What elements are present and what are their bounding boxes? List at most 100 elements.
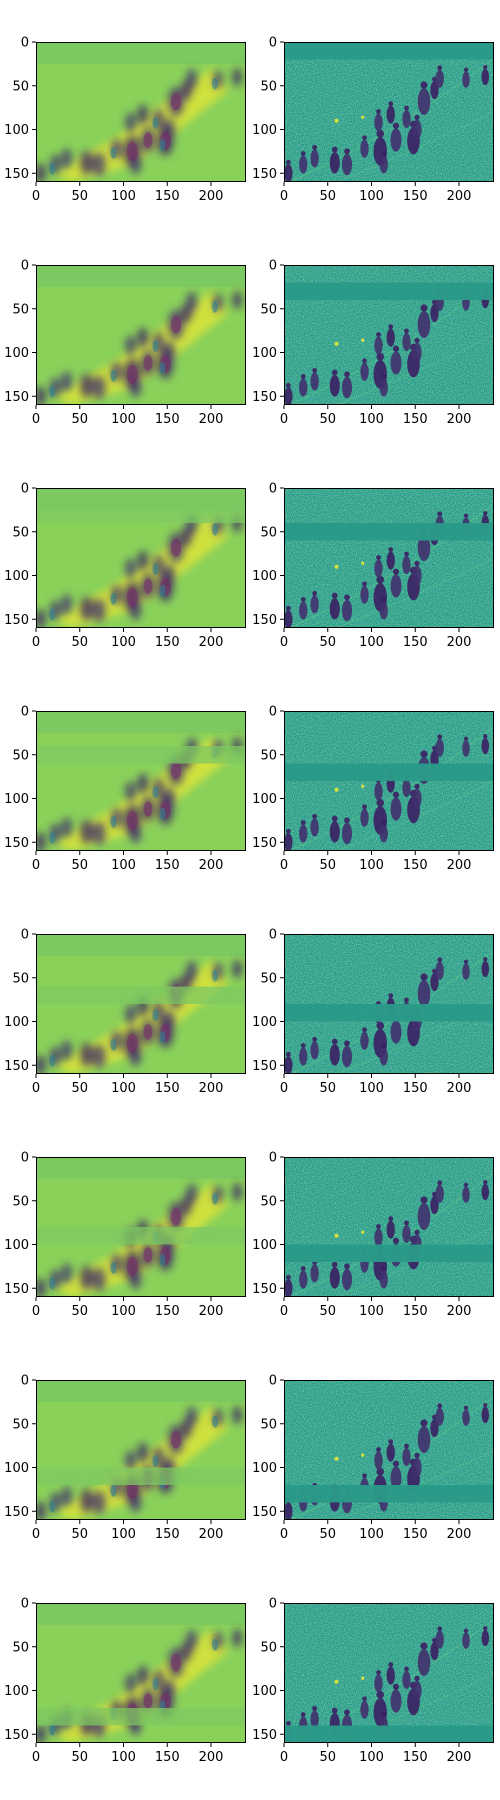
figure-mark-7-1-15 (430, 1642, 439, 1661)
x-tick-label: 200 (447, 858, 472, 873)
figure-mark-7-1-10 (412, 1680, 422, 1701)
heatmap-blob-cores (126, 1207, 182, 1276)
figure-mark-3-1-16 (435, 738, 444, 757)
figure-head-3-1-10 (414, 783, 420, 790)
x-tick-label: 150 (403, 858, 428, 873)
figure-head-7-1-6 (376, 1690, 385, 1699)
figure-head-0-1-10 (414, 114, 420, 121)
y-tick-label: 100 (252, 792, 277, 807)
y-tick-label: 100 (252, 123, 277, 138)
figure-head-4-1-14 (420, 973, 428, 981)
figure-head-7-1-11 (376, 1670, 381, 1675)
heatmap-figures (284, 956, 490, 1074)
blob-shadow-6-0-5 (110, 1484, 117, 1497)
figure-head-4-1-18 (483, 956, 488, 962)
y-tick-label: 150 (252, 1282, 277, 1297)
figure-head-1-1-10 (414, 337, 420, 344)
y-tick-label: 50 (260, 79, 277, 94)
figure-head-0-1-3 (331, 146, 338, 153)
blob-shadow-5-0-1 (49, 1277, 56, 1290)
figure-head-4-1-12 (388, 993, 394, 999)
figure-head-6-1-16 (437, 1403, 443, 1409)
heatmap-blobs (36, 291, 243, 405)
figure-mark-6-0-2 (61, 1486, 73, 1507)
figure-mark-0-1-16 (435, 69, 444, 88)
figure-head-0-1-7 (381, 151, 387, 156)
masked-band (36, 1227, 246, 1245)
heatmap-image (284, 934, 494, 1074)
y-tick-label: 50 (260, 302, 277, 317)
x-tick-label: 150 (403, 1081, 428, 1096)
y-tick-label: 0 (269, 705, 277, 720)
axes-r3-right: 0 50 100 150 200 0 50 100 150 (252, 482, 494, 650)
figure-mark-5-1-12 (386, 1220, 395, 1239)
x-tick-label: 200 (199, 1081, 224, 1096)
y-tick-label: 50 (260, 525, 277, 540)
x-tick-label: 100 (111, 1527, 136, 1542)
blob-shadow-3-0-13 (152, 786, 159, 798)
y-tick-label: 150 (4, 1059, 29, 1074)
x-tick-label: 50 (319, 858, 336, 873)
x-tick-label: 0 (32, 1304, 40, 1319)
x-tick-label: 150 (403, 635, 428, 650)
axes-r1-right: 0 50 100 150 200 0 50 100 150 (252, 36, 494, 204)
figure-mark-4-0-0 (36, 1055, 46, 1074)
heatmap-figures (284, 733, 490, 851)
y-tick-label: 100 (252, 1461, 277, 1476)
y-tick-label: 100 (4, 1238, 29, 1253)
figure-mark-3-1-17 (462, 740, 470, 757)
figure-mark-6-0-4 (92, 1490, 106, 1515)
heatmap-top-region (36, 934, 246, 956)
y-tick-label: 50 (12, 971, 29, 986)
figure-mark-0-0-12 (137, 104, 149, 125)
y-tick-label: 50 (260, 1417, 277, 1432)
x-tick-label: 0 (280, 1527, 288, 1542)
x-tick-label: 200 (447, 412, 472, 427)
figure-head-1-1-4 (344, 371, 350, 378)
x-tick-label: 0 (280, 1304, 288, 1319)
x-tick-label: 50 (71, 189, 88, 204)
figure-mark-7-0-0 (36, 1724, 46, 1743)
blob-shadow-4-0-5 (110, 1038, 117, 1051)
figure-head-1-1-12 (388, 324, 394, 330)
axes-r1-left: 0 50 100 150 200 0 50 100 150 (4, 36, 246, 204)
figure-mark-7-1-18 (481, 1629, 490, 1647)
figure-mark-6-1-18 (481, 1406, 490, 1424)
figure-head-2-1-0 (285, 605, 291, 611)
highlight-spot (361, 338, 365, 342)
x-tick-label: 50 (71, 1304, 88, 1319)
figure-head-6-1-17 (463, 1405, 469, 1410)
x-tick-label: 200 (199, 1527, 224, 1542)
figure-mark-5-1-2 (310, 1264, 319, 1283)
figure-head-6-1-13 (404, 1443, 409, 1449)
y-tick-label: 150 (252, 167, 277, 182)
blob-shadow-5-0-9 (159, 1253, 166, 1266)
blob-shadow-2-0-13 (152, 563, 159, 575)
figure-mark-3-1-2 (310, 818, 319, 837)
y-tick-label: 0 (269, 928, 277, 943)
figure-mark-0-1-7 (379, 155, 388, 174)
figure-head-7-1-5 (362, 1696, 367, 1702)
figure-head-6-1-5 (362, 1473, 367, 1479)
figure-head-0-1-2 (312, 144, 318, 150)
figure-mark-2-1-3 (329, 597, 340, 620)
heatmap-image (36, 488, 246, 628)
blob-shadow-4-0-1 (49, 1054, 56, 1067)
x-tick-label: 150 (155, 189, 180, 204)
axes-frame (36, 42, 246, 182)
heatmap-figures (284, 64, 490, 182)
axes-frame (36, 1603, 246, 1743)
x-tick-label: 150 (403, 1527, 428, 1542)
axes-r6-right: 0 50 100 150 200 0 50 100 150 (252, 1151, 494, 1319)
figure-head-7-1-2 (312, 1705, 318, 1711)
figure-head-2-1-2 (312, 590, 318, 596)
x-tick-label: 100 (359, 412, 384, 427)
figure-head-3-1-0 (285, 828, 291, 834)
y-tick-label: 50 (12, 79, 29, 94)
blob-shadow-3-0-9 (159, 807, 166, 820)
x-tick-label: 50 (319, 412, 336, 427)
figure-mark-0-1-13 (402, 110, 411, 128)
figure-mark-5-1-3 (329, 1266, 340, 1289)
figure-head-6-1-18 (483, 1402, 488, 1408)
figure-head-3-1-4 (344, 817, 350, 824)
